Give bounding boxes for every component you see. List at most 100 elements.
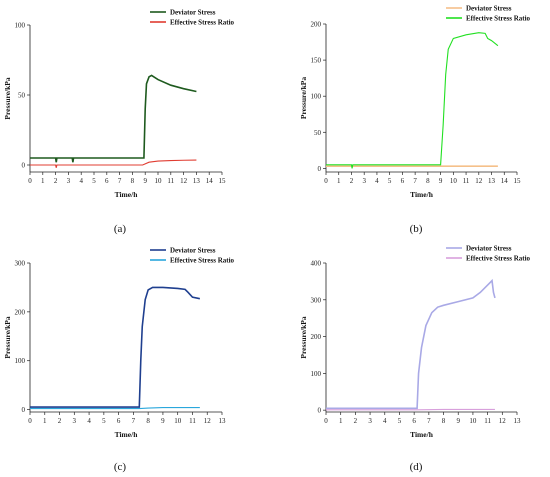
x-tick-label: 11 — [189, 417, 196, 425]
y-axis-label: Pressure/kPa — [299, 316, 308, 358]
chart-panel-4: 0 1 2 3 4 5 6 7 8 9 10 11 12 130100200300400Time/hPre… — [299, 245, 531, 474]
x-tick-label: 9 — [456, 417, 460, 425]
chart-panel-1: 0 1 2 3 4 5 6 7 8 9 10 11 12 13 14 15050100Time/hPressu… — [3, 9, 235, 236]
x-tick-label: 9 — [161, 417, 165, 425]
series-line-2 — [30, 407, 200, 410]
x-tick-label: 5 — [398, 417, 402, 425]
x-axis-label: Time/h — [410, 430, 434, 439]
x-tick-label: 2 — [354, 417, 358, 425]
legend-label: Deviator Stress — [170, 9, 216, 17]
y-axis-label: Pressure/kPa — [3, 316, 12, 358]
y-tick-label: 100 — [15, 22, 26, 30]
x-tick-label: 1 — [339, 417, 343, 425]
x-tick-label: 0 — [28, 417, 32, 425]
legend-label: Effective Stress Ratio — [466, 15, 531, 23]
x-tick-label: 3 — [362, 177, 366, 185]
x-tick-label: 11 — [484, 417, 491, 425]
panel-label: (b) — [410, 223, 423, 235]
y-tick-label: 200 — [311, 333, 322, 341]
x-axis-label: Time/h — [115, 190, 139, 199]
y-tick-label: 100 — [15, 357, 26, 365]
x-tick-label: 7 — [132, 417, 136, 425]
legend-label: Effective Stress Ratio — [170, 257, 235, 265]
y-tick-label: 200 — [15, 308, 26, 316]
x-tick-label: 12 — [475, 177, 483, 185]
x-tick-label: 0 — [28, 177, 32, 185]
x-tick-label: 14 — [501, 177, 509, 185]
x-tick-label: 4 — [79, 177, 83, 185]
x-tick-label: 11 — [463, 177, 470, 185]
x-tick-label: 13 — [219, 417, 227, 425]
x-tick-label: 9 — [439, 177, 443, 185]
x-tick-label: 3 — [73, 417, 77, 425]
x-tick-label: 14 — [206, 177, 214, 185]
series-line-2 — [30, 159, 197, 168]
y-tick-label: 150 — [311, 57, 322, 65]
legend-label: Deviator Stress — [466, 245, 512, 253]
series-line-1 — [326, 278, 496, 410]
y-tick-label: 0 — [318, 165, 322, 173]
series-line-2 — [326, 32, 499, 169]
x-axis-label: Time/h — [115, 430, 139, 439]
x-tick-label: 8 — [131, 177, 135, 185]
x-tick-label: 6 — [105, 177, 109, 185]
x-tick-label: 2 — [58, 417, 62, 425]
x-tick-label: 0 — [324, 417, 328, 425]
x-tick-label: 12 — [204, 417, 212, 425]
x-tick-label: 1 — [41, 177, 45, 185]
legend-label: Deviator Stress — [466, 5, 512, 13]
x-tick-label: 2 — [54, 177, 58, 185]
x-axis-label: Time/h — [410, 190, 434, 199]
y-tick-label: 50 — [18, 92, 26, 100]
x-tick-label: 4 — [375, 177, 379, 185]
y-tick-label: 400 — [311, 260, 322, 268]
y-tick-label: 100 — [311, 370, 322, 378]
legend-label: Deviator Stress — [170, 247, 216, 255]
legend-label: Effective Stress Ratio — [466, 255, 531, 263]
x-tick-label: 5 — [388, 177, 392, 185]
panel-label: (d) — [410, 461, 423, 473]
x-tick-label: 10 — [450, 177, 458, 185]
series-line-1 — [30, 74, 197, 163]
y-tick-label: 100 — [311, 93, 322, 101]
y-axis-label: Pressure/kPa — [3, 77, 12, 119]
y-tick-label: 0 — [22, 406, 26, 414]
x-tick-label: 6 — [401, 177, 405, 185]
x-tick-label: 15 — [219, 177, 227, 185]
series-line-1 — [30, 286, 201, 408]
x-tick-label: 13 — [488, 177, 496, 185]
x-tick-label: 1 — [337, 177, 341, 185]
x-tick-label: 10 — [155, 177, 163, 185]
y-tick-label: 0 — [318, 407, 322, 415]
x-tick-label: 7 — [413, 177, 417, 185]
y-tick-label: 0 — [22, 162, 26, 170]
x-tick-label: 6 — [412, 417, 416, 425]
panel-label: (a) — [114, 223, 127, 235]
panel-label: (c) — [114, 461, 127, 473]
y-tick-label: 300 — [15, 260, 26, 268]
x-tick-label: 12 — [499, 417, 507, 425]
x-tick-label: 11 — [167, 177, 174, 185]
x-tick-label: 7 — [427, 417, 431, 425]
chart-panel-2: 0 1 2 3 4 5 6 7 8 9 10 11 12 13 14 15050100150200Time/h… — [299, 5, 531, 236]
y-tick-label: 300 — [311, 296, 322, 304]
x-tick-label: 2 — [350, 177, 354, 185]
x-tick-label: 8 — [442, 417, 446, 425]
x-tick-label: 13 — [514, 417, 522, 425]
x-tick-label: 0 — [324, 177, 328, 185]
x-tick-label: 4 — [383, 417, 387, 425]
legend-label: Effective Stress Ratio — [170, 19, 235, 27]
y-axis-label: Pressure/kPa — [299, 77, 308, 119]
x-tick-label: 7 — [118, 177, 122, 185]
x-tick-label: 12 — [180, 177, 188, 185]
x-tick-label: 10 — [174, 417, 182, 425]
x-tick-label: 5 — [102, 417, 106, 425]
x-tick-label: 15 — [514, 177, 522, 185]
y-tick-label: 50 — [314, 129, 322, 137]
x-tick-label: 3 — [368, 417, 372, 425]
x-tick-label: 5 — [92, 177, 96, 185]
x-tick-label: 8 — [426, 177, 430, 185]
x-tick-label: 10 — [469, 417, 477, 425]
x-tick-label: 9 — [143, 177, 147, 185]
x-tick-label: 13 — [193, 177, 201, 185]
